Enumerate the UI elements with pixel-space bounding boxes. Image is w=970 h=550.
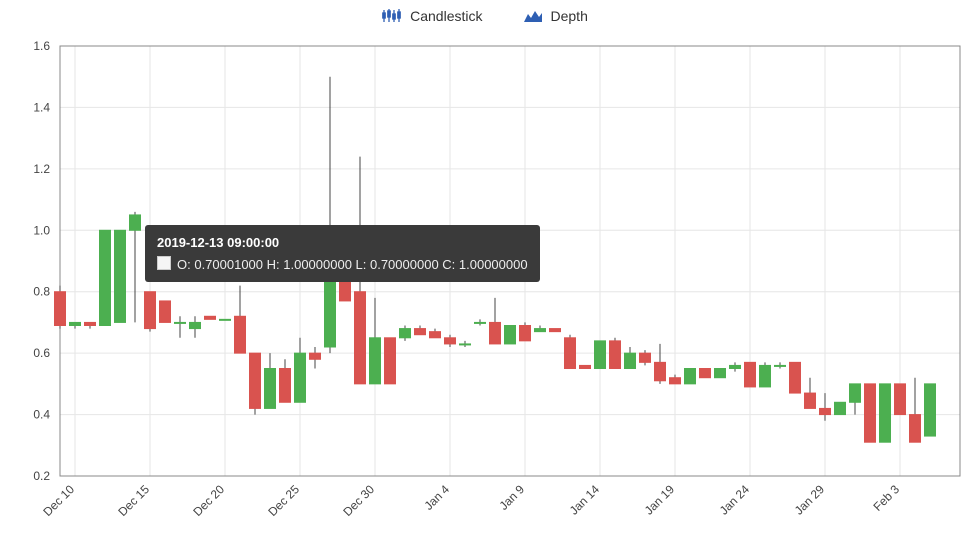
depth-icon (523, 8, 543, 24)
svg-text:0.2: 0.2 (33, 469, 50, 483)
tab-candlestick-label: Candlestick (410, 8, 482, 24)
chart-tabs: Candlestick Depth (0, 0, 970, 28)
candlestick-chart[interactable]: 0.2 0.4 0.6 0.8 1.0 1.2 1.4 1.6 Dec 10 Dec 15 Dec … (0, 36, 970, 550)
svg-text:Feb 3: Feb 3 (871, 482, 903, 514)
svg-text:0.6: 0.6 (33, 346, 50, 360)
svg-text:Jan 4: Jan 4 (421, 482, 452, 513)
svg-text:Jan 19: Jan 19 (642, 482, 678, 518)
svg-text:Dec 20: Dec 20 (190, 482, 227, 519)
svg-text:1.0: 1.0 (33, 223, 50, 237)
svg-text:Dec 15: Dec 15 (115, 482, 152, 519)
svg-text:0.4: 0.4 (33, 408, 50, 422)
svg-text:1.4: 1.4 (33, 100, 50, 114)
svg-text:Dec 25: Dec 25 (265, 482, 302, 519)
tab-depth-label: Depth (551, 8, 588, 24)
tab-depth[interactable]: Depth (523, 8, 588, 24)
svg-text:0.8: 0.8 (33, 285, 50, 299)
candlestick-icon (382, 8, 402, 24)
svg-text:Jan 9: Jan 9 (496, 482, 527, 513)
svg-text:Jan 24: Jan 24 (717, 482, 753, 518)
svg-text:Dec 30: Dec 30 (340, 482, 377, 519)
svg-text:Dec 10: Dec 10 (40, 482, 77, 519)
svg-text:Jan 29: Jan 29 (792, 482, 828, 518)
tab-candlestick[interactable]: Candlestick (382, 8, 482, 24)
svg-text:Jan 14: Jan 14 (567, 482, 603, 518)
svg-text:1.2: 1.2 (33, 162, 50, 176)
svg-text:1.6: 1.6 (33, 39, 50, 53)
